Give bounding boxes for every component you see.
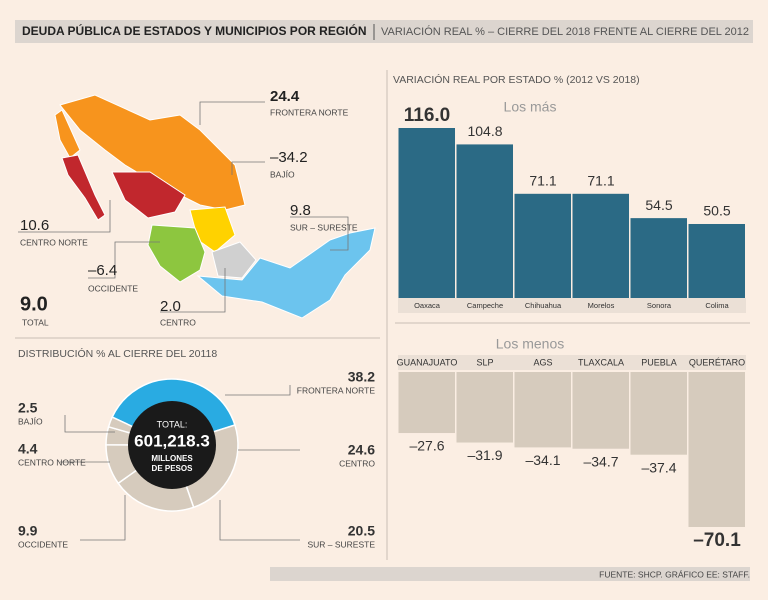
center-label: TOTAL:: [157, 419, 188, 429]
x-tick-label: AGS: [533, 357, 552, 367]
slice-value: 9.9: [18, 523, 38, 539]
center-label: 601,218.3: [134, 431, 210, 450]
bar: [688, 372, 745, 527]
region-value: 10.6: [20, 217, 49, 234]
bar: [514, 372, 571, 448]
value-label: 116.0: [404, 105, 451, 126]
chart-title: DISTRIBUCIÓN % AL CIERRE DEL 20118: [18, 347, 217, 360]
region-name: CENTRO: [160, 317, 196, 327]
slice-value: 24.6: [348, 442, 375, 458]
x-tick-label: Chihuahua: [525, 301, 562, 310]
region-value: 24.4: [270, 88, 300, 105]
x-tick-label: Morelos: [588, 301, 615, 310]
region-name: CENTRO NORTE: [20, 237, 88, 247]
region-value: –34.2: [270, 149, 308, 166]
bar: [572, 193, 629, 298]
chart-subtitle: Los menos: [496, 336, 564, 352]
x-tick-label: GUANAJUATO: [397, 357, 458, 367]
header-title: DEUDA PÚBLICA DE ESTADOS Y MUNICIPIOS PO…: [22, 23, 366, 38]
x-tick-label: TLAXCALA: [578, 357, 624, 367]
category-band: [398, 355, 746, 370]
bar: [688, 223, 745, 298]
x-tick-label: Colima: [705, 301, 729, 310]
slice-label: CENTRO NORTE: [18, 457, 86, 467]
x-tick-label: PUEBLA: [641, 357, 677, 367]
leader-line: [64, 415, 115, 433]
header-subtitle: VARIACIÓN REAL % – CIERRE DEL 2018 FRENT…: [381, 25, 749, 38]
region-name: SUR – SURESTE: [290, 222, 358, 232]
footer-source: FUENTE: SHCP. GRÁFICO EE: STAFF.: [599, 569, 750, 579]
total-name: TOTAL: [22, 317, 49, 327]
value-label: –34.7: [583, 453, 618, 469]
value-label: 71.1: [587, 173, 614, 189]
value-label: 54.5: [645, 197, 672, 213]
slice-value: 38.2: [348, 369, 375, 385]
slice-value: 4.4: [18, 441, 38, 457]
leader-line: [225, 385, 291, 396]
value-label: –31.9: [467, 447, 502, 463]
region-name: OCCIDENTE: [88, 283, 138, 293]
map-leaders: [18, 101, 349, 313]
slice-label: SUR – SURESTE: [307, 539, 375, 549]
slice-label: CENTRO: [339, 458, 375, 468]
x-tick-label: Oaxaca: [414, 301, 441, 310]
bar: [456, 372, 513, 443]
center-label: DE PESOS: [152, 464, 194, 473]
region-name: BAJÍO: [270, 169, 295, 179]
value-label: –70.1: [693, 530, 741, 551]
x-tick-label: Sonora: [647, 301, 672, 310]
slice-value: 2.5: [18, 400, 38, 416]
bar: [398, 372, 455, 434]
value-label: –37.4: [641, 459, 676, 475]
total-value: 9.0: [20, 293, 48, 315]
bar: [398, 128, 455, 298]
x-tick-label: Campeche: [467, 301, 503, 310]
bar: [630, 218, 687, 298]
donut-center: [128, 401, 216, 489]
bar: [572, 372, 629, 449]
slice-value: 20.5: [348, 523, 375, 539]
chart-subtitle: Los más: [504, 99, 557, 115]
region-value: –6.4: [88, 262, 117, 279]
region-value: 2.0: [160, 298, 181, 315]
value-label: 104.8: [467, 123, 502, 139]
value-label: 71.1: [529, 173, 556, 189]
leader-line: [219, 500, 300, 541]
center-label: MILLONES: [151, 454, 193, 463]
bar: [630, 372, 687, 455]
category-band: [398, 298, 746, 313]
slice-label: BAJÍO: [18, 416, 43, 426]
value-label: –27.6: [409, 438, 444, 454]
value-label: 50.5: [703, 203, 730, 219]
region-name: FRONTERA NORTE: [270, 107, 349, 117]
x-tick-label: QUERÉTARO: [689, 357, 745, 367]
region-value: 9.8: [290, 202, 311, 219]
slice-label: FRONTERA NORTE: [297, 385, 376, 395]
value-label: –34.1: [525, 452, 560, 468]
leader-line: [80, 495, 126, 541]
bar: [456, 144, 513, 298]
map: [54, 94, 376, 319]
header-bar: [15, 20, 753, 43]
slice-label: OCCIDENTE: [18, 539, 68, 549]
x-tick-label: SLP: [476, 357, 493, 367]
bar: [514, 193, 571, 298]
chart-title: VARIACIÓN REAL POR ESTADO % (2012 VS 201…: [393, 73, 640, 86]
